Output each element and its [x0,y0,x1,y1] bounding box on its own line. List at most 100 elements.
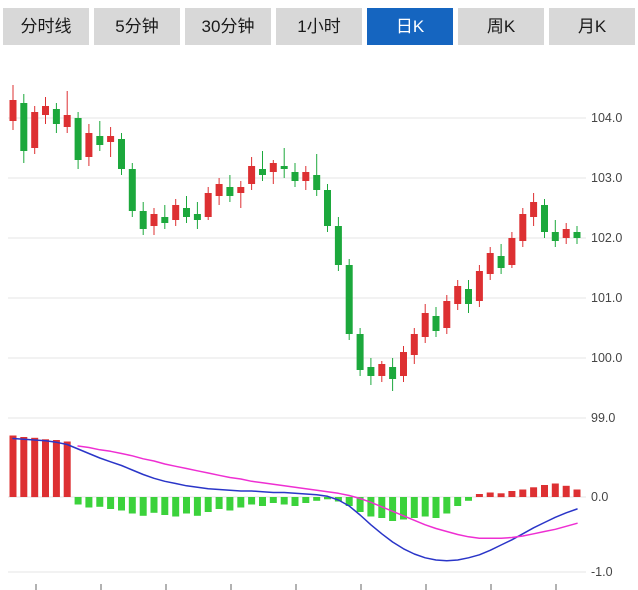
y-axis-labels: 104.0 103.0 102.0 101.0 100.0 99.0 0.0 -1.0 [591,111,622,579]
macd-bar [497,493,505,498]
candle-body [193,214,201,220]
macd-bar [367,497,375,517]
macd-bar [389,497,397,521]
candle-body [551,232,559,241]
macd-bar [215,497,223,509]
candle-body [269,163,277,172]
tab-1hour[interactable]: 1小时 [276,8,362,45]
candle-body [573,232,581,238]
macd-bar [85,497,93,508]
macd-bar [562,485,570,498]
macd-bar [269,497,277,503]
macd-bar [475,494,483,497]
macd-bar [172,497,180,517]
macd-bar [248,497,256,505]
candle-body [443,301,451,328]
candle-body [259,169,266,175]
timeframe-tabbar: 分时线 5分钟 30分钟 1小时 日K 周K 月K [0,0,638,45]
macd-bar [400,497,407,520]
macd-bar [42,439,49,498]
price-axis-label: 104.0 [591,111,622,125]
macd-bar [74,497,82,505]
chart-canvas[interactable]: 104.0 103.0 102.0 101.0 100.0 99.0 0.0 -1.0 [0,45,638,590]
macd-bar [573,489,581,497]
macd-bar [410,497,418,518]
candle-body [248,166,256,184]
macd-bar [345,497,353,506]
candle-body [226,187,234,196]
macd-bar [519,489,527,497]
macd-bar [280,497,288,505]
candle-body [562,229,570,238]
price-axis-label: 99.0 [591,411,615,425]
macd-bar [313,497,321,501]
candle-body [139,211,147,229]
macd-bar [291,497,299,506]
candle-body [356,334,364,370]
macd-bar [63,441,71,497]
macd-bar [52,440,60,497]
macd-bar [118,497,125,511]
macd-bar [324,497,331,500]
macd-bar [139,497,147,516]
candle-body [42,106,49,115]
candle-body [52,109,60,124]
candle-body [215,184,223,196]
candles [9,85,581,391]
candle-body [9,100,17,121]
macd-bar [356,497,364,512]
macd-bar [421,497,429,517]
macd-bar [551,483,559,497]
candle-body [31,112,39,148]
candle-body [74,118,82,160]
candle-body [432,316,440,331]
macd-bar [9,435,17,497]
candle-body [421,313,429,337]
candle-body [183,208,190,217]
macd-dea-line [77,445,578,540]
price-axis-label: 103.0 [591,171,622,185]
indicator-axis-label: 0.0 [591,490,608,504]
tab-monthly-k[interactable]: 月K [549,8,635,45]
macd-bar [541,485,548,497]
candle-body [367,367,375,376]
macd-bar [183,497,190,514]
chart-area: 104.0 103.0 102.0 101.0 100.0 99.0 0.0 -1.0 [0,45,638,590]
macd-bar [107,497,115,509]
candle-body [20,103,28,151]
macd-bar [31,437,39,498]
candle-body [324,190,331,226]
candle-body [150,214,158,226]
candle-body [237,187,245,193]
candle-body [508,238,516,265]
tab-5min[interactable]: 5分钟 [94,8,180,45]
tab-weekly-k[interactable]: 周K [458,8,544,45]
candle-body [128,169,136,211]
macd-bar [193,497,201,516]
macd-bar [486,492,494,497]
macd-dif-line [12,437,578,562]
macd-bar [259,497,266,506]
candle-body [291,172,299,181]
candle-body [118,139,125,169]
tab-30min[interactable]: 30分钟 [185,8,271,45]
macd-bar [204,497,212,512]
candle-body [486,253,494,274]
macd-bar [20,437,28,497]
candle-body [302,172,310,181]
macd-bar [302,497,310,503]
tab-intraday-line[interactable]: 分时线 [3,8,89,45]
candle-body [280,166,288,169]
macd-bar [454,497,462,506]
candle-body [107,136,115,142]
candle-body [313,175,321,190]
candle-body [334,226,342,265]
candle-body [465,289,472,304]
tab-daily-k[interactable]: 日K [367,8,453,45]
macd-histogram [9,435,581,521]
macd-bar [226,497,234,511]
candle-body [161,217,169,223]
macd-bar [465,497,472,501]
candle-body [475,271,483,301]
candle-body [63,115,71,127]
